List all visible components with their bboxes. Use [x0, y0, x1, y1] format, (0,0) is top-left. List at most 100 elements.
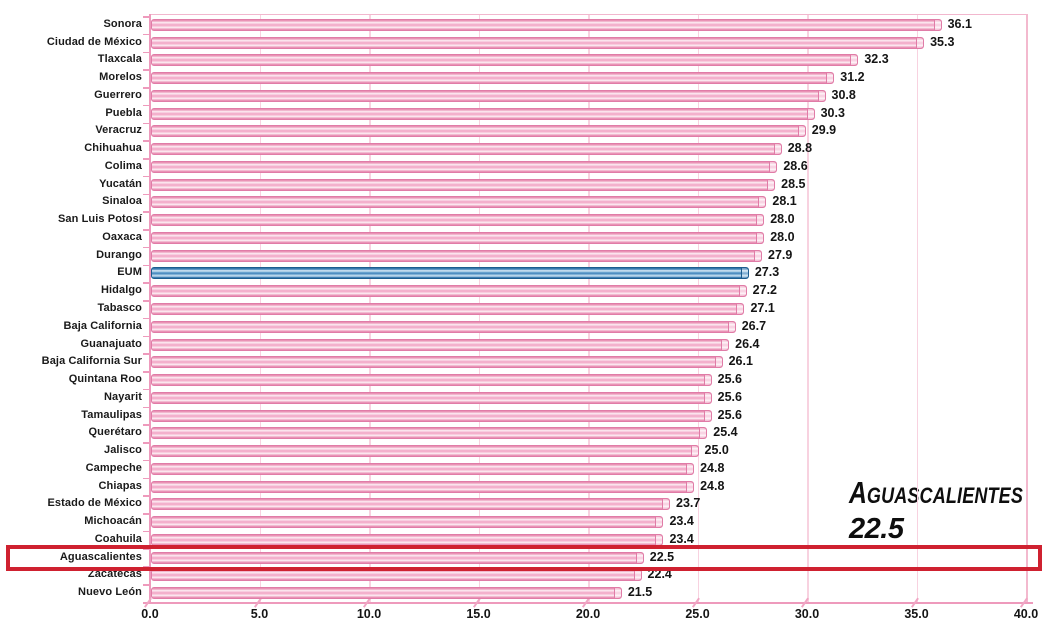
value-label: 30.8: [831, 87, 856, 102]
category-label-nuevo-le-n: Nuevo León: [78, 586, 142, 599]
bar-sinaloa: [151, 196, 767, 209]
y-axis-tick: [143, 158, 149, 160]
bar-morelos: [151, 72, 835, 85]
category-label-colima: Colima: [104, 159, 142, 172]
value-label: 23.4: [669, 531, 694, 546]
y-axis-tick: [143, 69, 149, 71]
y-axis-tick: [143, 530, 149, 533]
y-axis-tick: [143, 477, 149, 480]
x-tick-label: 15.0: [466, 607, 491, 621]
y-axis-tick: [143, 246, 149, 249]
y-axis-tick: [143, 282, 149, 284]
bar-ciudad-de-m-xico: [151, 36, 925, 49]
value-label: 27.2: [752, 283, 778, 298]
highlight-box-aguascalientes: [6, 544, 1042, 571]
category-label-baja-california-sur: Baja California Sur: [41, 355, 142, 368]
bar-chihuahua: [151, 143, 782, 156]
bar-jalisco: [151, 445, 699, 458]
bar-end-cap: [769, 161, 777, 172]
category-label-coahuila: Coahuila: [94, 532, 142, 545]
gridline: [807, 14, 809, 602]
bar-end-cap: [933, 19, 941, 30]
annotation-rest: GUASCALIENTES: [866, 483, 1024, 508]
bar-tabasco: [151, 303, 745, 315]
bar-end-cap: [754, 250, 761, 261]
y-axis-tick: [143, 513, 149, 515]
category-label-puebla: Puebla: [105, 106, 142, 119]
bar-end-cap: [736, 304, 744, 314]
bar-end-cap: [758, 197, 766, 208]
bar-baja-california: [151, 320, 736, 333]
y-axis-tick: [143, 193, 149, 196]
value-label: 26.4: [735, 336, 760, 351]
bar-colima: [151, 160, 778, 173]
bar-quintana-roo: [151, 374, 712, 387]
bar-end-cap: [756, 232, 764, 243]
bar-end-cap: [690, 446, 698, 457]
y-axis-tick: [143, 442, 149, 444]
bar-nuevo-le-n: [151, 587, 622, 600]
x-tick-label: 5.0: [250, 607, 269, 621]
category-label-sonora: Sonora: [103, 17, 142, 30]
bar-end-cap: [817, 90, 825, 101]
y-axis-tick: [143, 584, 149, 586]
bar-end-cap: [613, 588, 621, 599]
bar-end-cap: [756, 215, 764, 226]
bar-end-cap: [738, 286, 746, 297]
bar-hidalgo: [151, 285, 747, 298]
bar-san-luis-potos-: [151, 214, 765, 227]
value-label: 23.7: [676, 496, 701, 511]
category-label-ciudad-de-m-xico: Ciudad de México: [46, 35, 142, 48]
bar-end-cap: [703, 375, 711, 386]
bar-end-cap: [797, 126, 805, 137]
x-tick-label: 20.0: [575, 607, 601, 621]
value-label: 26.1: [728, 354, 753, 369]
category-label-guanajuato: Guanajuato: [80, 337, 142, 350]
bar-end-cap: [740, 268, 748, 279]
y-axis-tick: [143, 406, 149, 409]
value-label: 28.1: [772, 194, 797, 209]
category-label-quintana-roo: Quintana Roo: [68, 373, 142, 386]
y-axis-tick: [143, 548, 149, 551]
bar-end-cap: [686, 481, 694, 492]
annotation-initial: A: [849, 475, 867, 510]
category-label-chihuahua: Chihuahua: [84, 142, 142, 155]
bar-zacatecas: [151, 569, 642, 582]
annotation-aguascalientes: AGUASCALIENTES 22.5: [849, 475, 1053, 544]
value-label: 28.5: [781, 176, 806, 191]
bar-end-cap: [703, 410, 711, 421]
y-axis-tick: [143, 229, 149, 231]
plot-area-top-border: [150, 14, 1026, 15]
bar-tlaxcala: [151, 54, 859, 67]
y-axis-tick: [143, 424, 149, 426]
category-label-aguascalientes: Aguascalientes: [59, 550, 142, 563]
bar-end-cap: [703, 392, 711, 403]
x-tick-label: 30.0: [794, 607, 820, 621]
y-axis-line: [149, 14, 151, 604]
value-label: 27.3: [754, 265, 780, 280]
category-label-jalisco: Jalisco: [103, 444, 142, 457]
bar-end-cap: [727, 321, 735, 332]
value-label: 31.2: [840, 70, 865, 85]
value-label: 25.6: [717, 372, 742, 387]
value-label: 28.8: [787, 141, 813, 156]
y-axis-tick: [143, 300, 149, 302]
value-label: 28.6: [783, 158, 808, 173]
value-label: 35.3: [930, 34, 955, 49]
y-axis-tick: [143, 459, 149, 462]
category-label-yucat-n: Yucatán: [99, 177, 142, 190]
y-axis-tick: [143, 388, 149, 391]
value-label: 26.7: [741, 318, 767, 333]
y-axis-tick: [143, 335, 149, 338]
bar-guanajuato: [151, 338, 730, 351]
value-label: 32.3: [864, 52, 889, 67]
category-label-san-luis-potos-: San Luis Potosí: [57, 213, 142, 226]
value-label: 22.4: [647, 567, 672, 582]
y-axis-tick: [143, 51, 149, 53]
value-label: 28.0: [770, 229, 795, 244]
annotation-label: AGUASCALIENTES: [849, 475, 1024, 514]
value-label: 28.0: [770, 212, 795, 227]
y-axis-tick: [143, 495, 149, 497]
y-axis-tick: [143, 16, 149, 18]
category-label-estado-de-m-xico: Estado de México: [47, 497, 142, 510]
